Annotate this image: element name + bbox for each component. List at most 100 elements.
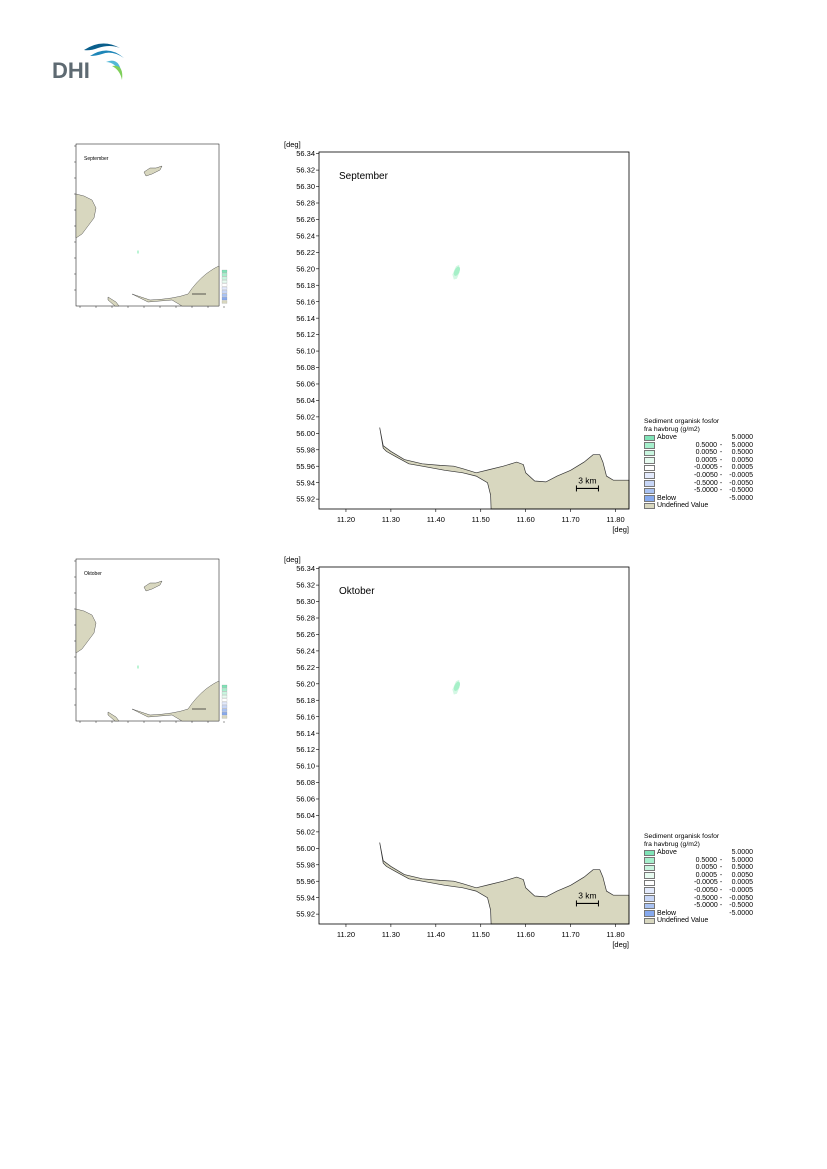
x-axis-unit: [deg] — [612, 940, 629, 949]
month-title: Oktober — [339, 586, 375, 597]
legend-item: 0.0005-0.0050 — [644, 457, 754, 465]
thumb-legend-swatch — [221, 712, 228, 716]
legend-swatch — [644, 872, 655, 879]
y-tick-label: 55.98 — [296, 445, 315, 454]
legend-item-undefined: Undefined Value — [644, 917, 754, 925]
y-tick-label: 56.10 — [296, 762, 315, 771]
legend-swatch — [644, 449, 655, 457]
thumb-islet — [107, 711, 120, 722]
scale-bar-label: 3 km — [578, 475, 596, 485]
thumb-plume — [137, 250, 139, 254]
y-tick-label: 56.02 — [296, 412, 315, 421]
legend-range-to: -0.5000 — [729, 487, 753, 495]
legend-item: 0.5000-5.0000 — [644, 442, 754, 450]
thumb-legend-swatch — [221, 698, 228, 702]
thumb-legend-swatch — [221, 273, 228, 277]
y-tick-label: 56.08 — [296, 363, 315, 372]
thumb-legend-swatch — [221, 269, 228, 273]
y-tick-label: 56.04 — [296, 811, 315, 820]
legend-range-to: -0.0005 — [729, 471, 753, 479]
land-area — [379, 427, 630, 510]
y-axis-unit: [deg] — [284, 555, 301, 564]
thumb-legend-swatch — [221, 276, 228, 280]
legend-range-to: 5.0000 — [731, 856, 753, 864]
legend-range-to: 0.5000 — [731, 449, 753, 457]
legend-range-from: -0.5000 — [694, 894, 718, 902]
legend-range-to: 0.0005 — [731, 879, 753, 887]
legend-undefined-label: Undefined Value — [657, 502, 709, 510]
legend-label: Below — [657, 909, 677, 917]
legend-swatch — [644, 857, 655, 864]
thumb-islet — [107, 296, 120, 307]
legend-range-from: 0.5000 — [695, 856, 717, 864]
x-tick-label: 11.50 — [472, 515, 490, 524]
legend-range-to: -0.0050 — [729, 894, 753, 902]
legend-swatch — [644, 879, 655, 887]
legend-range-from: 0.5000 — [695, 441, 717, 449]
thumbnail-map: Oktober — [74, 558, 228, 723]
y-tick-label: 56.00 — [296, 844, 315, 853]
legend-item: -0.0050- -0.0005 — [644, 887, 754, 895]
thumb-legend-swatch — [221, 684, 228, 688]
legend: Sediment organisk fosfor fra havbrug (g/m… — [644, 833, 754, 925]
thumb-plume — [137, 665, 139, 669]
y-tick-label: 56.20 — [296, 679, 315, 688]
legend-title: Sediment organisk fosfor — [644, 418, 720, 425]
x-tick-label: 11.60 — [517, 930, 535, 939]
thumb-land-south — [131, 265, 220, 307]
legend-range-dash: - — [719, 856, 723, 864]
thumbnail-map: September — [74, 143, 228, 308]
thumb-legend-swatch — [221, 283, 228, 287]
legend-range-from: -0.5000 — [694, 479, 718, 487]
x-tick-label: 11.30 — [382, 515, 400, 524]
legend-label: Below — [657, 494, 677, 502]
legend: Sediment organisk fosfor fra havbrug (g/m… — [644, 418, 754, 510]
legend-swatch — [644, 887, 655, 895]
legend-range-to: -0.5000 — [729, 902, 753, 910]
y-tick-label: 56.26 — [296, 215, 315, 224]
legend-swatch — [644, 464, 655, 472]
thumb-legend-swatch — [221, 705, 228, 709]
x-tick-label: 11.20 — [337, 515, 355, 524]
legend-item: 0.0050-0.5000 — [644, 449, 754, 457]
legend-item: -0.5000- -0.0050 — [644, 895, 754, 903]
legend-range-from: -0.0050 — [694, 471, 718, 479]
scale-bar-label: 3 km — [578, 890, 596, 900]
legend-range-from: -0.0050 — [694, 886, 718, 894]
legend-range-dash: - — [719, 456, 723, 464]
y-tick-label: 56.02 — [296, 827, 315, 836]
thumb-legend — [221, 684, 228, 719]
x-tick-label: 11.40 — [427, 930, 445, 939]
legend-swatch — [644, 502, 655, 510]
y-tick-label: 56.10 — [296, 347, 315, 356]
legend-swatch — [644, 895, 655, 902]
y-tick-label: 55.96 — [296, 462, 315, 471]
y-tick-label: 56.12 — [296, 330, 315, 339]
legend-item: Below -5.0000 — [644, 910, 754, 918]
thumb-island — [143, 580, 163, 592]
land-area — [379, 842, 630, 925]
x-tick-label: 11.80 — [606, 930, 624, 939]
y-tick-label: 56.06 — [296, 380, 315, 389]
y-tick-label: 55.92 — [296, 495, 315, 504]
panel-september: September [deg] 56.34 56.32 56.30 56.28 56.26… — [0, 134, 827, 554]
thumb-legend-swatch — [221, 688, 228, 692]
y-tick-label: 56.32 — [296, 166, 315, 175]
legend-swatch — [644, 864, 655, 872]
legend-swatch — [644, 472, 655, 480]
legend-range-from: 0.0005 — [695, 871, 717, 879]
y-tick-label: 56.34 — [296, 564, 315, 573]
y-tick-label: 56.30 — [296, 182, 315, 191]
y-tick-label: 56.28 — [296, 614, 315, 623]
y-tick-label: 56.06 — [296, 795, 315, 804]
legend-item-undefined: Undefined Value — [644, 502, 754, 510]
legend-range-dash: - — [719, 902, 723, 910]
y-tick-label: 56.18 — [296, 281, 315, 290]
legend-item: -0.0050- -0.0005 — [644, 472, 754, 480]
main-map: [deg]56.3456.3256.3056.2856.2656.2456.22… — [284, 140, 630, 534]
legend-range-dash: - — [719, 441, 723, 449]
legend-range-from: 0.0050 — [695, 864, 717, 872]
thumb-month-title: Oktober — [84, 571, 102, 577]
legend-range-dash: - — [719, 871, 723, 879]
legend-range-from: -0.0005 — [694, 464, 718, 472]
